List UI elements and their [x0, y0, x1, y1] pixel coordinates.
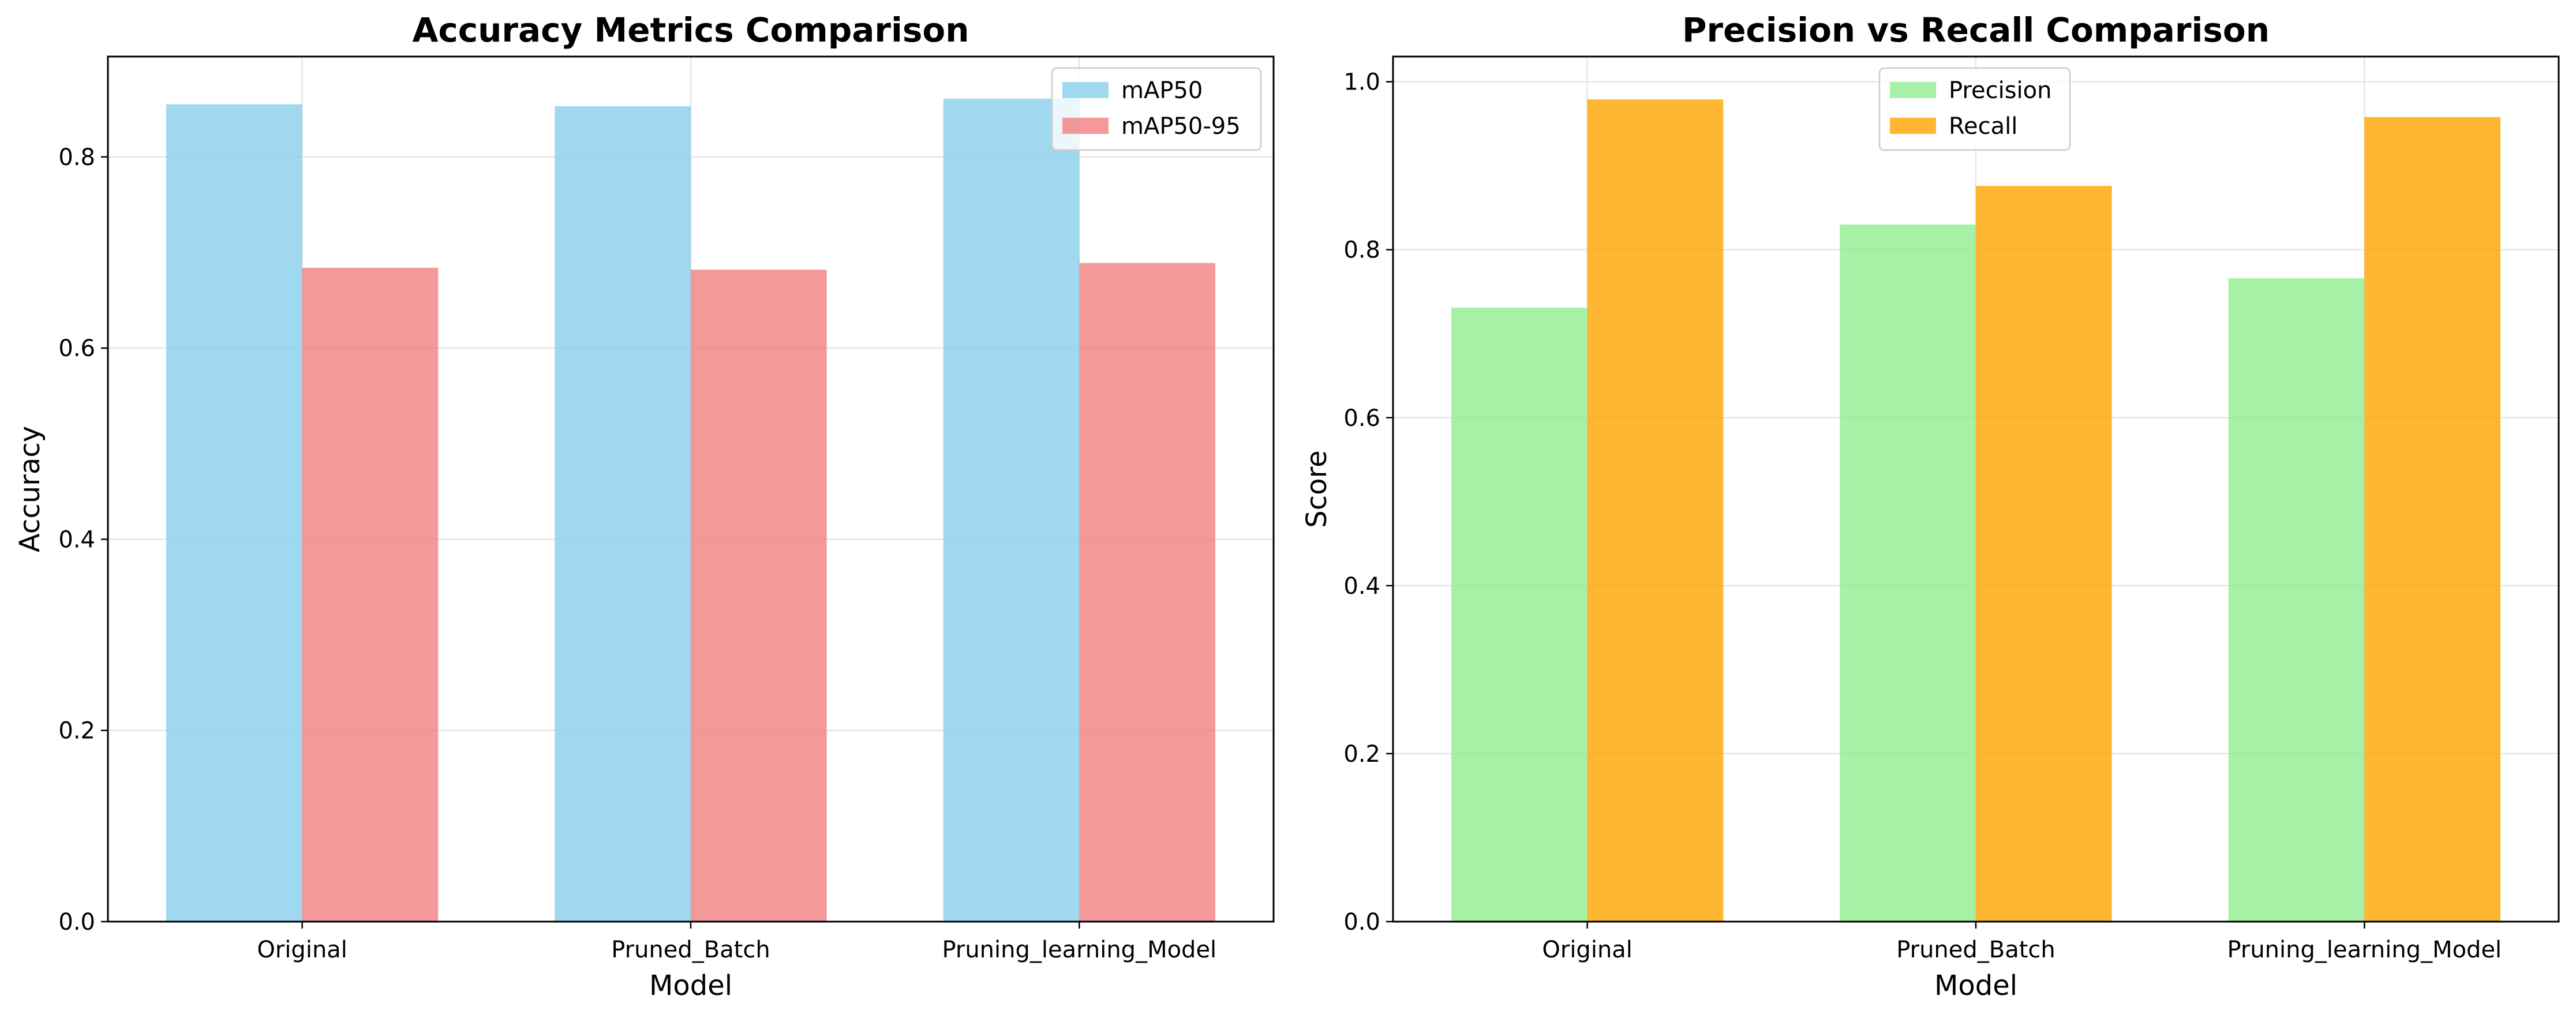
bar-map50-95-3 [1079, 263, 1215, 922]
x-tick-label: Pruned_Batch [611, 937, 770, 963]
y-tick-label: 0.0 [58, 909, 95, 935]
x-tick-label: Original [257, 937, 347, 963]
legend: Precision Recall [1878, 67, 2071, 151]
y-axis-label: Score [1301, 450, 1333, 527]
x-tick-label: Original [1542, 937, 1633, 963]
y-tick-label: 0.6 [58, 335, 95, 362]
y-tick-label: 0.4 [58, 526, 95, 553]
legend-label: mAP50 [1121, 77, 1203, 104]
y-tick-label: 0.0 [1343, 909, 1380, 935]
legend-swatch [1890, 118, 1936, 134]
bar-map50-3 [943, 98, 1080, 922]
legend-label: Recall [1949, 113, 2017, 140]
bar-precision-1 [1451, 308, 1587, 922]
bar-precision-3 [2228, 278, 2365, 922]
chart-title: Precision vs Recall Comparison [1682, 10, 2270, 50]
bar-map50-95-1 [302, 268, 439, 922]
chart-panel-1: 0.0 0.2 0.4 0.6 0.8 Original Pruned_Batch Pruni… [14, 10, 1275, 1002]
bar-recall-3 [2364, 117, 2500, 922]
y-tick-label: 0.2 [1343, 741, 1380, 768]
x-axis-label: Model [649, 970, 732, 1002]
legend-swatch [1062, 118, 1109, 134]
legend: mAP50 mAP50-95 [1051, 67, 1262, 151]
bar-precision-2 [1840, 224, 1976, 922]
x-tick-label: Pruned_Batch [1896, 937, 2055, 963]
bar-map50-2 [555, 106, 691, 922]
legend-label: mAP50-95 [1121, 113, 1241, 140]
y-tick-label: 1.0 [1343, 69, 1380, 96]
legend-swatch [1062, 82, 1109, 98]
y-tick-label: 0.4 [1343, 573, 1380, 600]
y-tick-label: 0.8 [58, 144, 95, 171]
legend-label: Precision [1949, 77, 2051, 104]
bar-recall-2 [1976, 186, 2112, 922]
bar-recall-1 [1587, 99, 1724, 922]
x-tick-label: Pruning_learning_Model [2227, 937, 2502, 963]
chart-title: Accuracy Metrics Comparison [412, 10, 969, 50]
x-axis-label: Model [1934, 970, 2017, 1002]
legend-swatch [1890, 82, 1936, 98]
y-tick-label: 0.8 [1343, 237, 1380, 264]
bar-map50-1 [166, 104, 302, 922]
bar-map50-95-2 [691, 270, 827, 922]
x-tick-label: Pruning_learning_Model [942, 937, 1216, 963]
y-axis-label: Accuracy [14, 426, 46, 552]
chart-panel-2: 0.0 0.2 0.4 0.6 0.8 1.0 Original Pruned_Batch Pr… [1301, 10, 2560, 1002]
y-tick-label: 0.6 [1343, 405, 1380, 432]
y-tick-label: 0.2 [58, 718, 95, 744]
